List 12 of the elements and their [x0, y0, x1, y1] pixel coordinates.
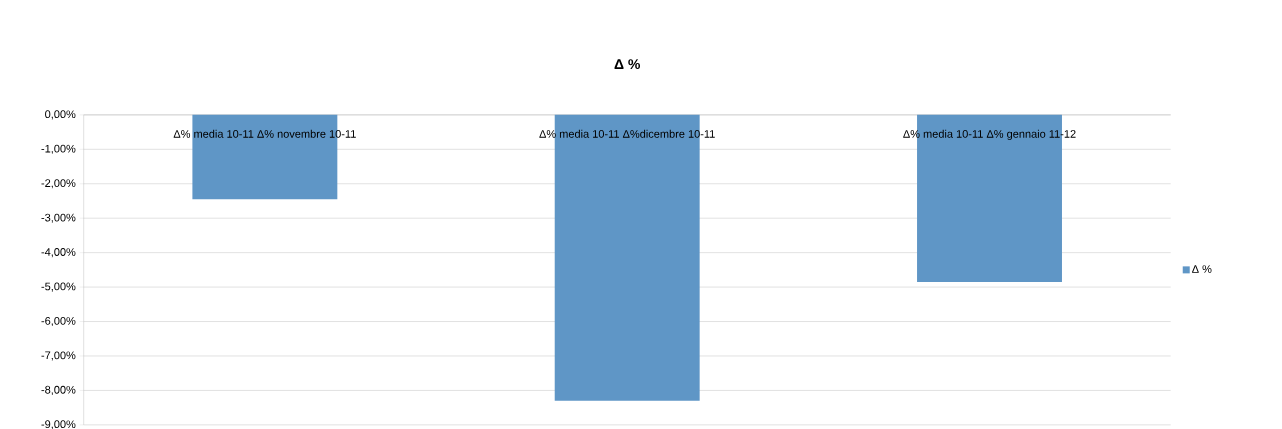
y-tick-label: -7,00% — [41, 351, 76, 361]
legend-label: Δ % — [1192, 265, 1212, 273]
y-tick-label: -6,00% — [41, 316, 76, 327]
y-tick-label: -3,00% — [41, 213, 76, 223]
y-tick-label: -8,00% — [41, 385, 76, 395]
y-tick-label: -5,00% — [41, 282, 76, 292]
chart-title: Δ % — [614, 59, 641, 70]
y-tick-label: -9,00% — [41, 420, 76, 429]
y-tick-label: -4,00% — [41, 248, 76, 258]
y-tick-label: -2,00% — [41, 179, 76, 189]
y-tick-label: 0,00% — [45, 110, 76, 120]
y-tick-label: -1,00% — [41, 144, 76, 154]
